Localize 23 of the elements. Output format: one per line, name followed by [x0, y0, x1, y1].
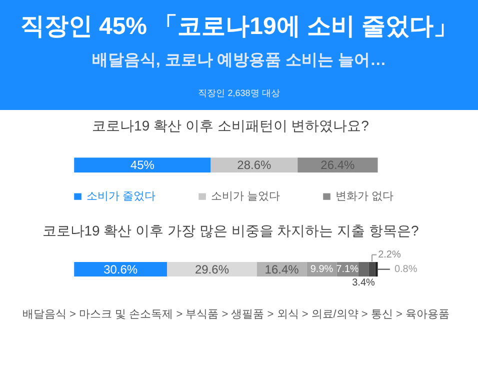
bar [375, 262, 378, 277]
data-label: 2.2% [378, 249, 401, 260]
bar [358, 262, 369, 277]
data-label: 9.9% [310, 264, 334, 275]
data-label: 16.4% [264, 262, 300, 276]
data-label: 0.8% [394, 264, 418, 275]
legend-label: 변화가 없다 [335, 190, 394, 203]
text: 배달음식, 코로나 예방용품 소비는 늘어… [90, 51, 388, 72]
legend-label: 소비가 늘었다 [210, 190, 280, 203]
data-label: 7.1% [336, 264, 360, 275]
data-label: 29.6% [194, 262, 230, 276]
bar [368, 262, 376, 277]
bar [74, 262, 168, 277]
text: 직장인 45% 「코로나19에 소비 줄었다」 [19, 12, 459, 42]
chart-title: 코로나19 확산 이후 가장 많은 비중을 차지하는 지출 항목은? [42, 222, 419, 238]
data-label: 28.6% [237, 158, 272, 172]
chart-title: 코로나19 확산 이후 소비패턴이 변하였나요? [92, 118, 370, 134]
data-label: 30.6% [104, 262, 138, 276]
data-label: 45% [130, 158, 155, 172]
legend-label: 소비가 줄었다 [86, 190, 156, 203]
text: 직장인 2,638명 대상 [197, 87, 281, 100]
data-label: 3.4% [352, 277, 376, 288]
text: 배달음식 > 마스크 및 손소독제 > 부식품 > 생필품 > 외식 > 의료/의약 > 통신 > 육아용품 [22, 308, 450, 320]
